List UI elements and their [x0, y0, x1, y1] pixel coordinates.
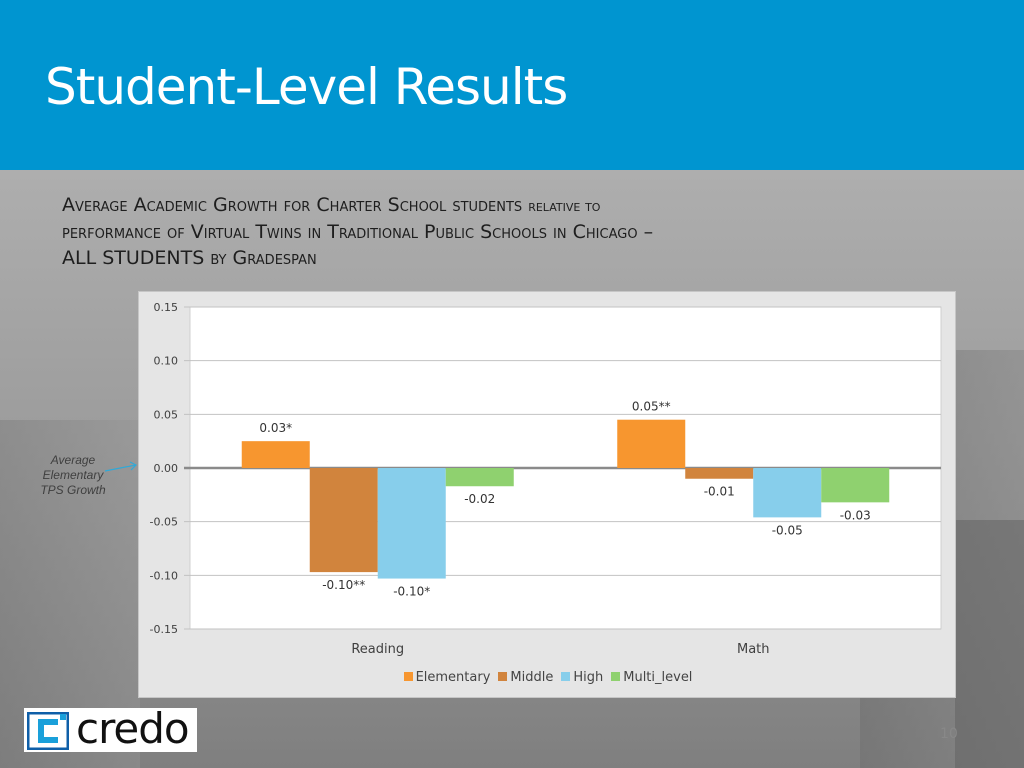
subtitle-segment: C — [316, 194, 330, 216]
chart-panel: 0.15 0.10 0.05 0.00 -0.05 -0.10 -0.15 0.03* -0.1… — [138, 291, 956, 698]
subtitle-segment: raditional — [338, 221, 424, 243]
bar-elementary — [617, 419, 686, 468]
legend-item: High — [561, 670, 603, 685]
subtitle-segment: V — [190, 221, 204, 243]
legend-swatch — [403, 672, 413, 681]
y-tick-label: 0.00 — [154, 462, 179, 475]
legend-label: Middle — [510, 670, 554, 685]
title-bar: Student-Level Results — [0, 0, 1024, 170]
data-label: -0.01 — [704, 485, 735, 499]
data-label: -0.03 — [840, 508, 871, 522]
y-tick-label: 0.10 — [154, 355, 179, 368]
subtitle-segment: rowth for — [227, 194, 317, 216]
data-label: -0.02 — [464, 492, 495, 506]
legend-item: Middle — [498, 670, 553, 685]
bar-high — [753, 468, 822, 518]
page-number: 10 — [940, 726, 958, 742]
bar-high — [377, 468, 446, 579]
subtitle-line-1: Average Academic Growth for Charter Scho… — [62, 192, 942, 219]
bar-middle — [309, 468, 378, 573]
annotation-arrow-icon — [104, 461, 138, 472]
background-building-corner — [955, 520, 1024, 768]
subtitle-segment: C — [572, 221, 586, 243]
subtitle-segment: S — [480, 221, 493, 243]
subtitle-segment: harter — [329, 194, 388, 216]
bar-chart: 0.15 0.10 0.05 0.00 -0.05 -0.10 -0.15 0.03* -0.1… — [150, 301, 942, 657]
chart-legend: Elementary Middle High Multi_level — [139, 670, 957, 685]
subtitle-segment: radespan — [247, 247, 317, 269]
subtitle-segment: irtual — [203, 221, 256, 243]
subtitle-segment: verage — [75, 194, 134, 216]
subtitle-segment: ublic — [435, 221, 481, 243]
subtitle-segment: S — [387, 194, 400, 216]
y-tick-label: 0.05 — [154, 408, 179, 421]
y-tick-label: 0.15 — [154, 301, 179, 314]
legend-swatch — [611, 672, 621, 681]
subtitle-segment: T — [327, 221, 339, 243]
bar-multi-level — [821, 468, 890, 503]
legend-swatch — [498, 672, 508, 681]
subtitle-segment: A — [133, 194, 147, 216]
subtitle-segment: performance of — [62, 221, 191, 243]
y-tick-label: -0.15 — [150, 623, 178, 636]
subtitle-segment: relative to — [528, 197, 601, 215]
subtitle-segment: P — [424, 221, 436, 243]
baseline-annotation: Average Elementary TPS Growth — [40, 453, 106, 497]
data-label: 0.05** — [632, 400, 671, 414]
bar-elementary — [241, 441, 310, 468]
y-tick-label: -0.10 — [150, 569, 178, 582]
credo-logo-mark-icon — [27, 712, 69, 750]
data-label: -0.10* — [393, 585, 430, 599]
subtitle-segment: G — [212, 194, 228, 216]
subtitle-segment: by — [210, 247, 233, 269]
subtitle-segment: chool students — [399, 194, 529, 216]
subtitle-segment: G — [232, 247, 248, 269]
credo-logo-text: credo — [76, 704, 190, 753]
legend-item: Multi_level — [611, 670, 692, 685]
data-label: -0.05 — [772, 523, 803, 537]
subtitle-segment: chools in — [492, 221, 573, 243]
subtitle-line-2: performance of Virtual Twins in Traditio… — [62, 219, 942, 245]
bar-middle — [685, 468, 754, 479]
slide-title: Student-Level Results — [45, 58, 568, 116]
subtitle-segment: A — [62, 194, 75, 216]
subtitle-segment: wins in — [266, 221, 328, 243]
credo-logo: credo — [24, 704, 197, 753]
legend-item: Elementary — [403, 670, 491, 685]
data-label: -0.10** — [322, 578, 365, 592]
legend-swatch — [561, 672, 571, 681]
subtitle-segment: T — [255, 221, 267, 243]
y-tick-label: -0.05 — [150, 516, 178, 529]
bar-multi-level — [445, 468, 514, 487]
subtitle-segment: ALL STUDENTS — [62, 247, 211, 269]
legend-label: Elementary — [415, 670, 491, 685]
legend-label: High — [573, 670, 604, 685]
x-category-label: Reading — [351, 642, 404, 657]
subtitle-line-3: ALL STUDENTS by Gradespan — [62, 245, 942, 271]
subtitle-segment: hicago – — [585, 221, 654, 243]
legend-label: Multi_level — [623, 670, 693, 685]
x-category-label: Math — [737, 642, 770, 657]
chart-subtitle: Average Academic Growth for Charter Scho… — [62, 192, 942, 271]
subtitle-segment: cademic — [146, 194, 213, 216]
data-label: 0.03* — [259, 421, 292, 435]
